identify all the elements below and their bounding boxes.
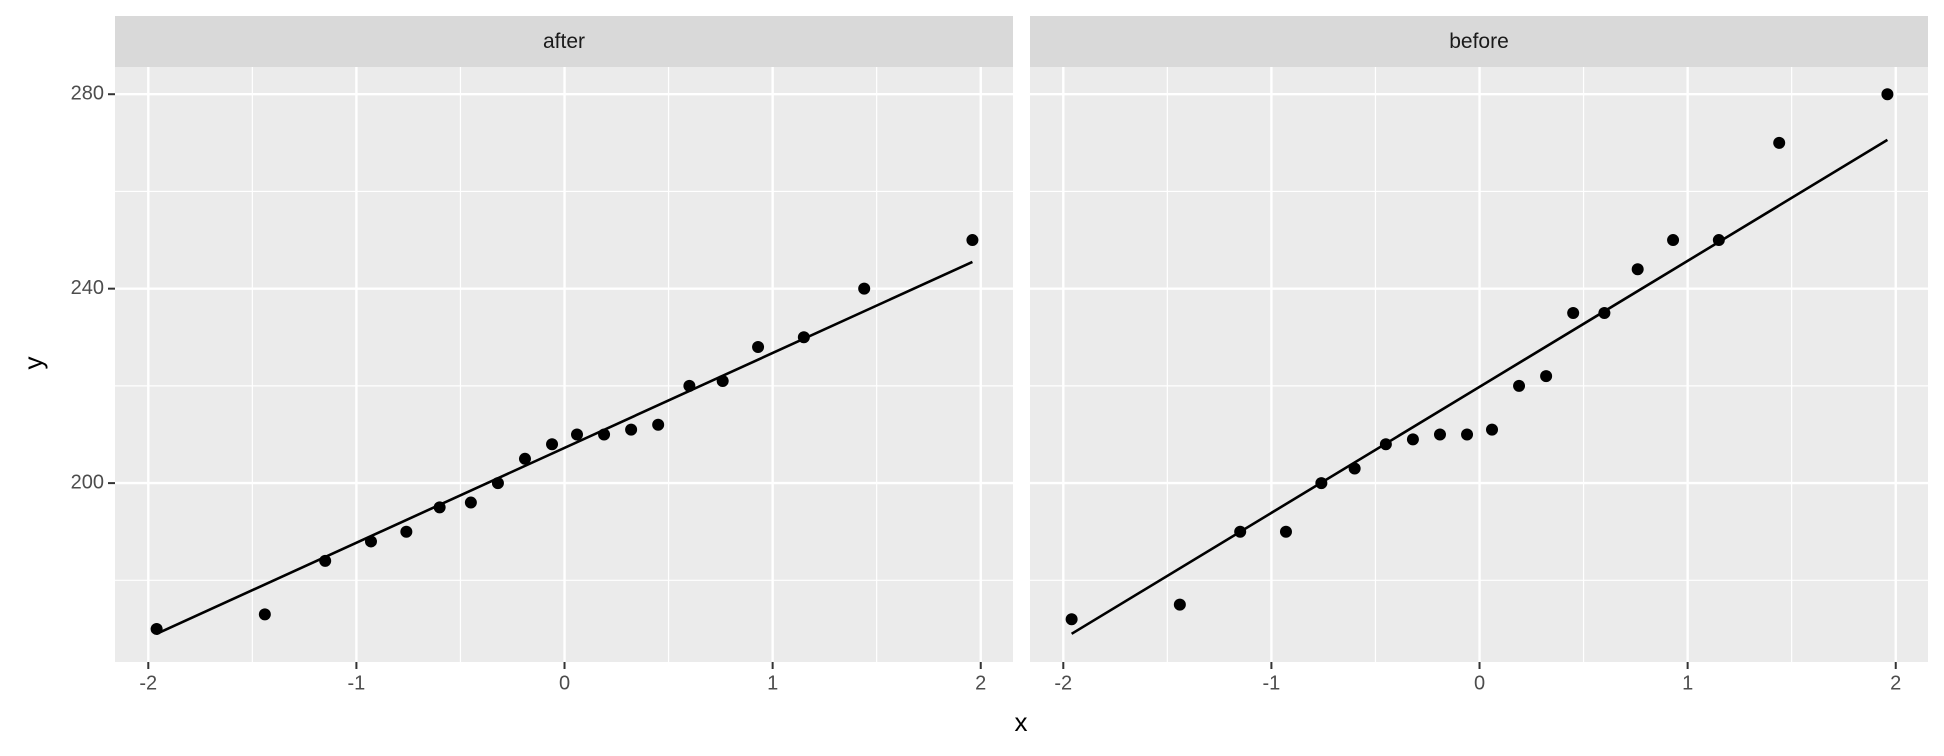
strip-label: before [1449, 30, 1509, 53]
point [433, 501, 446, 514]
point [1065, 613, 1078, 626]
point [1433, 428, 1446, 441]
point [966, 234, 979, 247]
strip-label: after [543, 30, 585, 53]
qq-line [156, 260, 973, 635]
point [150, 622, 163, 635]
point [1540, 370, 1553, 383]
point [1712, 234, 1725, 247]
x-tick-label: 1 [1682, 672, 1693, 694]
point [652, 418, 665, 431]
point [1773, 136, 1786, 149]
point [364, 535, 377, 548]
point [1513, 379, 1526, 392]
point [1631, 263, 1644, 276]
point [491, 477, 504, 490]
x-tick-label: 0 [1474, 672, 1485, 694]
strip [1030, 16, 1928, 67]
x-tick-label: 1 [767, 672, 778, 694]
qq-line [1070, 138, 1889, 635]
x-tick-label: 2 [1890, 672, 1901, 694]
y-tick-label: 240 [71, 277, 104, 299]
x-tick-label: -1 [1263, 672, 1281, 694]
point [464, 496, 477, 509]
point [625, 423, 638, 436]
point [400, 525, 413, 538]
x-tick-label: 0 [559, 672, 570, 694]
point [546, 438, 559, 451]
point [1406, 433, 1419, 446]
point [858, 282, 871, 295]
point [1461, 428, 1474, 441]
point [258, 608, 271, 621]
point [1315, 477, 1328, 490]
point [1598, 306, 1611, 319]
x-tick-label: 2 [975, 672, 986, 694]
point [1567, 306, 1580, 319]
y-axis-title: y [18, 357, 48, 370]
point [716, 375, 729, 388]
point [571, 428, 584, 441]
y-tick-label: 200 [71, 471, 104, 493]
point [1173, 598, 1186, 611]
x-tick-label: -2 [139, 672, 157, 694]
point [683, 379, 696, 392]
point [752, 341, 765, 353]
point [1379, 438, 1392, 451]
point [598, 428, 611, 441]
x-axis-title: x [1015, 707, 1028, 737]
point [797, 331, 810, 344]
point [319, 554, 332, 567]
point [1667, 234, 1680, 247]
point [518, 452, 531, 465]
point [1348, 462, 1361, 475]
point [1234, 525, 1247, 538]
x-tick-label: -1 [348, 672, 366, 694]
point [1279, 525, 1292, 538]
strip [115, 16, 1013, 67]
x-tick-label: -2 [1054, 672, 1072, 694]
point [1486, 423, 1499, 436]
y-tick-label: 280 [71, 83, 104, 105]
point [1881, 88, 1894, 101]
